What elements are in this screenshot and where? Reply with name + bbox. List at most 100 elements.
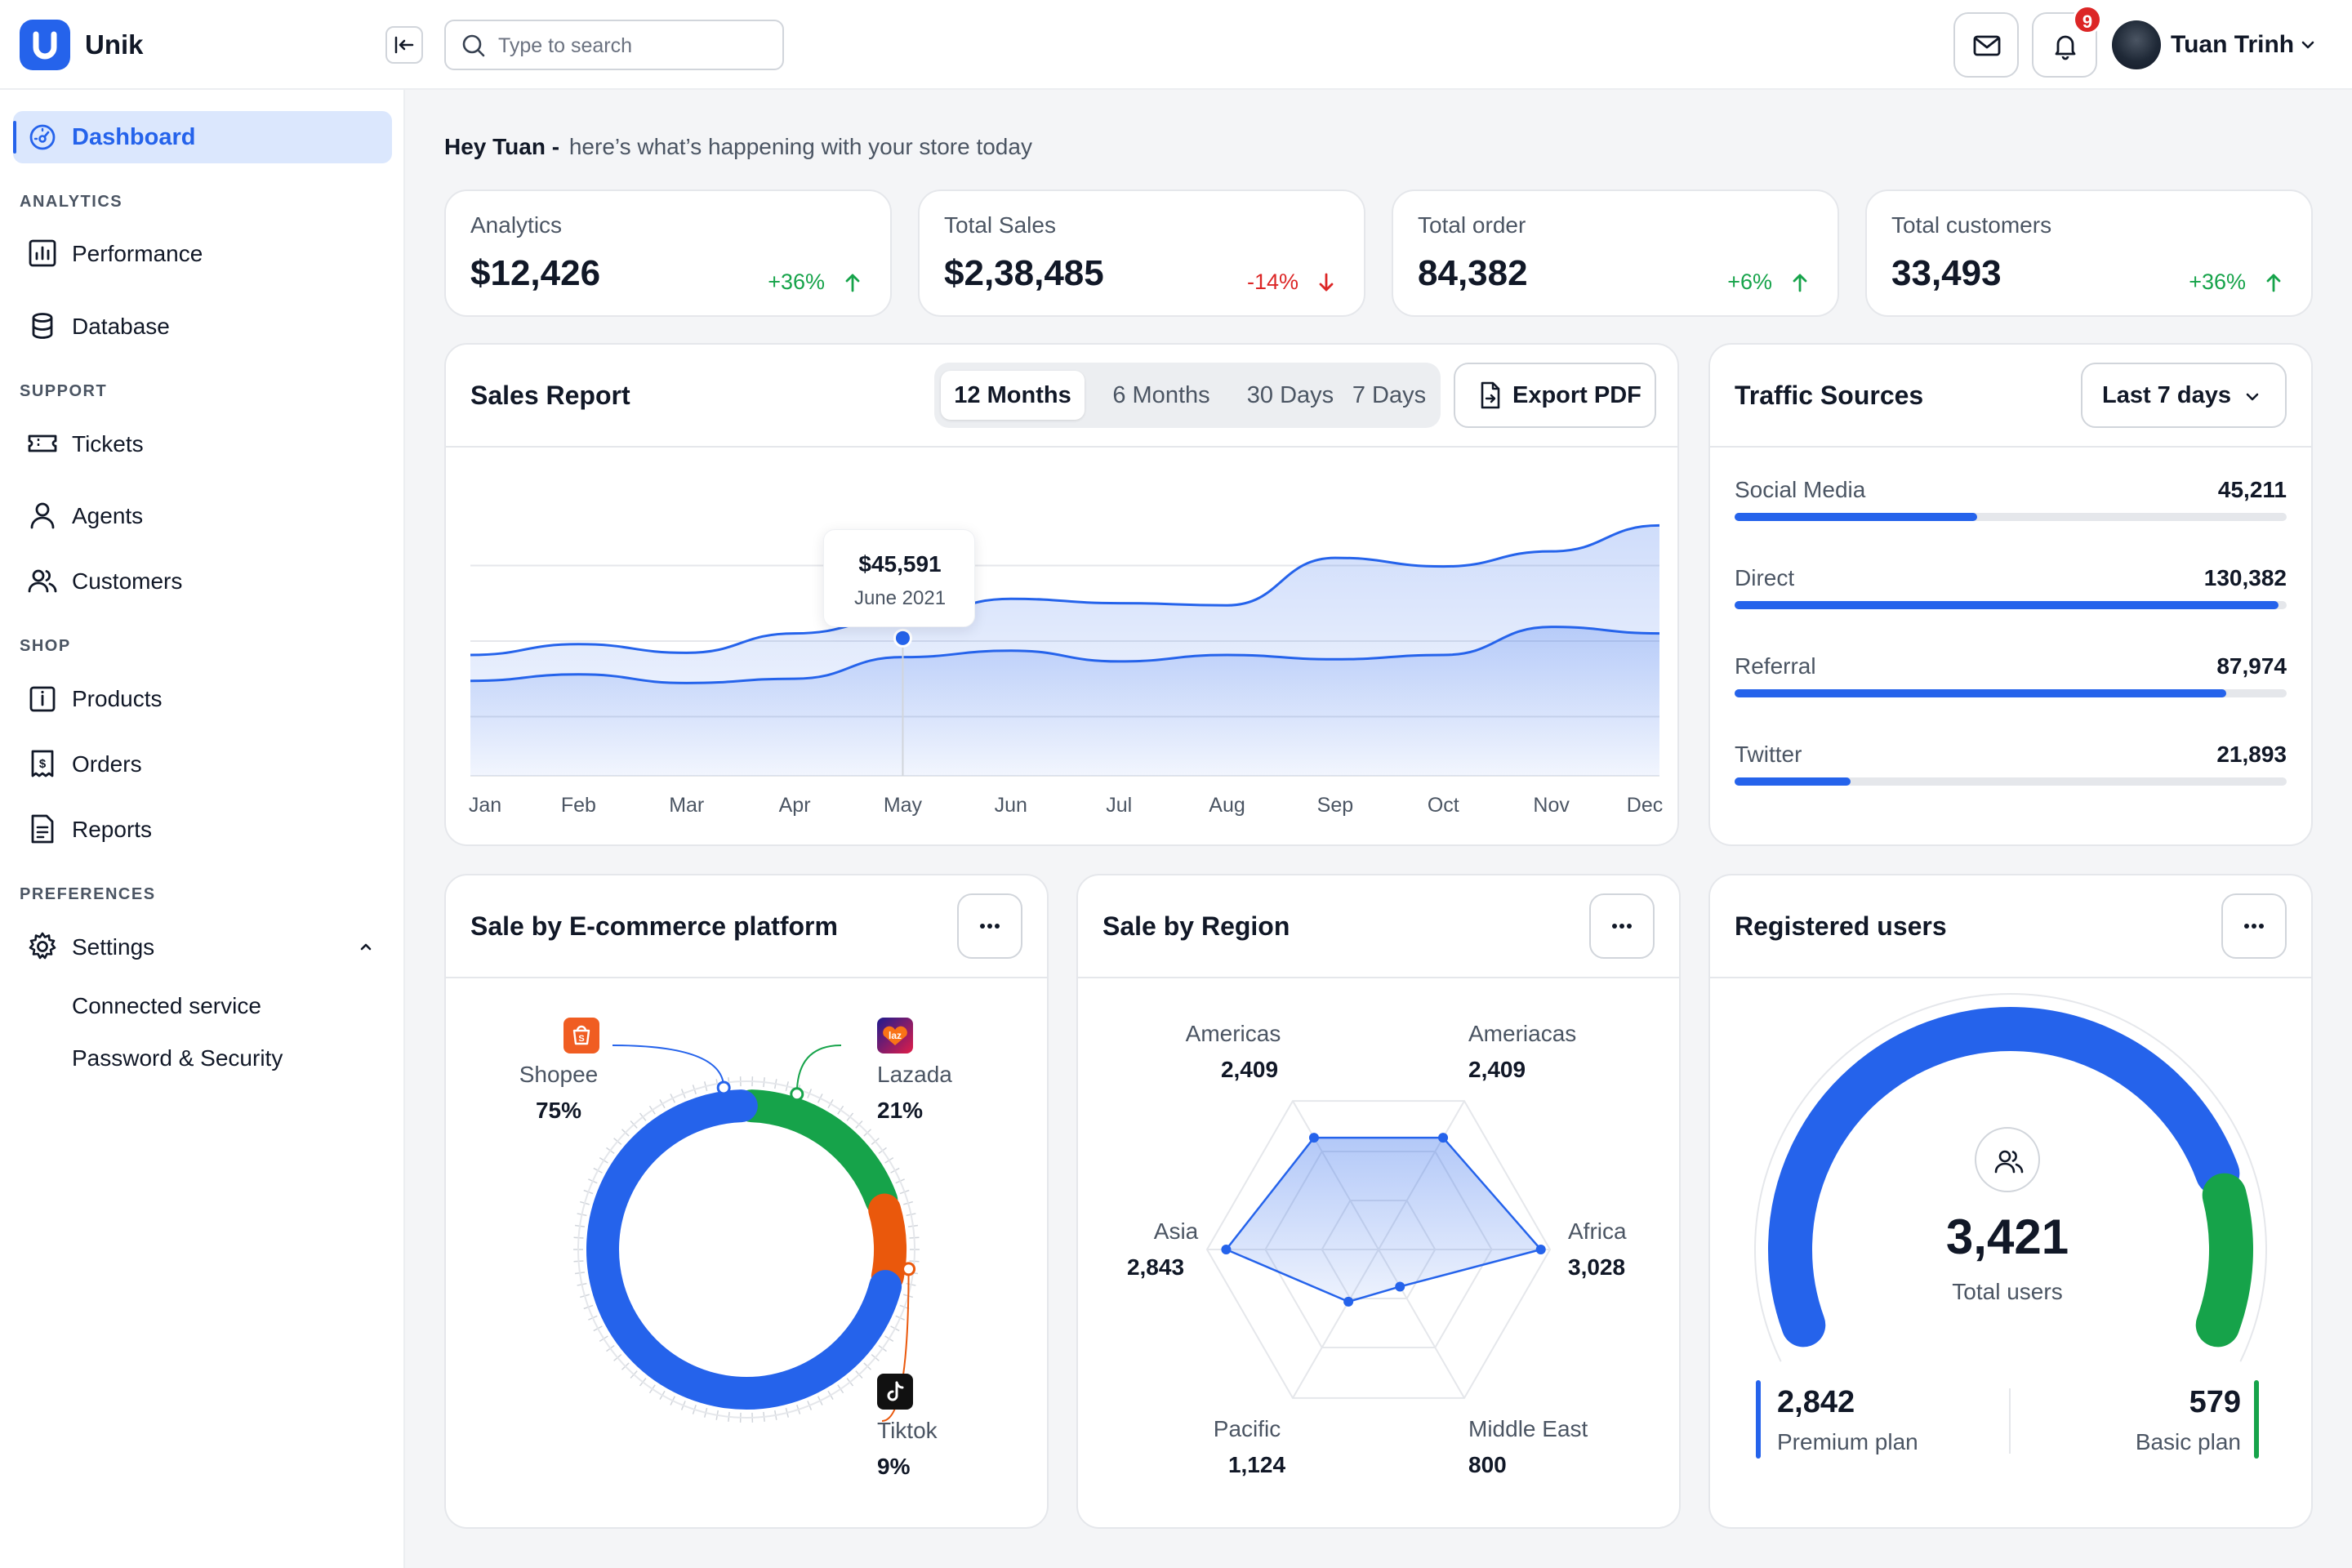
export-pdf-label: Export PDF bbox=[1512, 382, 1642, 408]
search-input[interactable] bbox=[498, 31, 768, 60]
sidebar-item-customers[interactable]: Customers bbox=[72, 568, 183, 594]
total-users-label: Total users bbox=[1952, 1279, 2063, 1304]
donut-slice-tiktok bbox=[868, 1193, 906, 1294]
lazada-leader-dot bbox=[790, 1087, 804, 1102]
file-export-icon bbox=[1481, 381, 1500, 409]
x-tick-label: Jul bbox=[1106, 794, 1132, 817]
tab-7-days[interactable]: 7 Days bbox=[1352, 382, 1427, 408]
region-value: 800 bbox=[1468, 1452, 1507, 1477]
users-icon bbox=[1975, 1127, 2040, 1192]
logo-icon bbox=[20, 20, 70, 70]
sidebar-item-agents[interactable]: Agents bbox=[72, 503, 144, 528]
gauge-basic-arc bbox=[2195, 1173, 2253, 1348]
region-value: 2,409 bbox=[1468, 1057, 1526, 1082]
sidebar-item-settings[interactable]: Settings bbox=[72, 934, 155, 960]
donut-slice-lazada bbox=[735, 1089, 898, 1217]
section-title-analytics: ANALYTICS bbox=[20, 193, 123, 211]
traffic-source-value: 87,974 bbox=[2216, 653, 2287, 679]
app-name: Unik bbox=[85, 29, 144, 60]
stat-change: -14% bbox=[1246, 270, 1298, 294]
traffic-source-label: Direct bbox=[1735, 565, 1795, 590]
region-name: Asia bbox=[1153, 1218, 1199, 1244]
region-name: Pacific bbox=[1213, 1416, 1281, 1441]
traffic-source-value: 45,211 bbox=[2217, 477, 2287, 502]
chevron-up-icon[interactable] bbox=[356, 938, 376, 957]
traffic-source-value: 130,382 bbox=[2203, 565, 2287, 590]
ticket-icon bbox=[28, 434, 57, 452]
sales-report-title: Sales Report bbox=[470, 381, 630, 410]
export-pdf-button[interactable]: Export PDF bbox=[1454, 363, 1656, 428]
stat-card-total-customers: Total customers 33,493 +36% bbox=[1865, 189, 2313, 317]
stat-label: Total order bbox=[1418, 212, 1526, 238]
product-icon bbox=[29, 686, 56, 712]
ecommerce-more-button[interactable] bbox=[957, 893, 1022, 959]
stat-change: +36% bbox=[2189, 270, 2246, 294]
arrow-down-icon bbox=[1319, 273, 1334, 292]
region-more-button[interactable] bbox=[1589, 893, 1655, 959]
sidebar-item-reports[interactable]: Reports bbox=[72, 817, 153, 842]
messages-button[interactable] bbox=[1953, 12, 2019, 78]
gauge-outline bbox=[1754, 993, 2267, 1362]
sidebar-subitem-password-security[interactable]: Password & Security bbox=[72, 1045, 283, 1071]
user-icon bbox=[30, 502, 55, 529]
tab-6-months[interactable]: 6 Months bbox=[1112, 382, 1210, 408]
series-area-2 bbox=[470, 626, 1659, 776]
sidebar-subitem-connected-service[interactable]: Connected service bbox=[72, 993, 261, 1018]
mail-icon bbox=[1973, 35, 2001, 56]
search-icon bbox=[462, 34, 485, 57]
ecommerce-donut-chart bbox=[573, 1045, 920, 1423]
sidebar-item-database[interactable]: Database bbox=[72, 314, 170, 339]
series-line-2 bbox=[470, 626, 1660, 684]
basic-indicator bbox=[2254, 1380, 2259, 1459]
chevron-down-icon[interactable] bbox=[2298, 35, 2318, 55]
stat-change: +36% bbox=[768, 270, 825, 294]
traffic-source-label: Social Media bbox=[1735, 477, 1866, 502]
premium-value: 2,842 bbox=[1777, 1385, 1855, 1419]
shopee-leader-line bbox=[612, 1045, 725, 1088]
sales-line-chart: Jan Feb Mar Apr May Jun Jul Aug Sep Oct Nov Dec bbox=[469, 523, 1663, 817]
tooltip-date: June 2021 bbox=[853, 587, 947, 609]
sidebar bbox=[0, 90, 405, 1568]
tooltip-value: $45,591 bbox=[858, 551, 942, 577]
tab-12-months[interactable]: 12 Months bbox=[941, 371, 1085, 420]
gauge-premium-arc bbox=[1767, 1006, 2240, 1348]
stat-label: Total Sales bbox=[944, 212, 1056, 238]
tab-30-days[interactable]: 30 Days bbox=[1246, 382, 1334, 408]
sidebar-item-tickets[interactable]: Tickets bbox=[72, 431, 144, 457]
traffic-source-label: Twitter bbox=[1735, 742, 1802, 767]
more-icon bbox=[980, 924, 1000, 929]
traffic-source-value: 21,893 bbox=[2216, 742, 2287, 767]
platform-pct: 9% bbox=[877, 1454, 911, 1479]
stat-value: $12,426 bbox=[470, 253, 601, 293]
sidebar-item-products[interactable]: Products bbox=[72, 686, 163, 711]
tiktok-icon bbox=[877, 1374, 913, 1410]
traffic-progress-bar bbox=[1735, 513, 2287, 521]
receipt-icon: $ bbox=[31, 750, 54, 777]
x-tick-label: Aug bbox=[1209, 794, 1245, 817]
avatar[interactable] bbox=[2112, 20, 2161, 69]
traffic-range-select[interactable]: Last 7 days bbox=[2081, 363, 2287, 428]
registered-more-button[interactable] bbox=[2221, 893, 2287, 959]
more-icon bbox=[2244, 924, 2264, 929]
sidebar-item-orders[interactable]: Orders bbox=[72, 751, 142, 777]
x-tick-label: Apr bbox=[779, 794, 811, 817]
traffic-progress-bar bbox=[1735, 689, 2287, 697]
platform-pct: 21% bbox=[877, 1098, 924, 1123]
svg-text:S: S bbox=[578, 1034, 584, 1044]
greeting-name: Hey Tuan - bbox=[444, 134, 560, 159]
collapse-sidebar-button[interactable] bbox=[385, 26, 423, 64]
highlight-point bbox=[893, 628, 912, 648]
active-indicator bbox=[13, 121, 16, 154]
greeting: Hey Tuan - here’s what’s happening with … bbox=[444, 134, 1032, 160]
chevron-down-icon bbox=[2246, 393, 2259, 401]
radar-point-6 bbox=[1221, 1245, 1232, 1254]
users-icon bbox=[28, 569, 57, 593]
stat-card-total-sales: Total Sales $2,38,485 -14% bbox=[918, 189, 1365, 317]
user-name[interactable]: Tuan Trinh bbox=[2171, 31, 2295, 58]
sidebar-item-performance[interactable]: Performance bbox=[72, 241, 203, 266]
platform-name: Tiktok bbox=[877, 1418, 938, 1443]
lazada-leader-line bbox=[795, 1045, 842, 1094]
database-icon bbox=[32, 313, 53, 339]
svg-text:$: $ bbox=[39, 757, 47, 771]
sidebar-item-dashboard[interactable]: Dashboard bbox=[13, 111, 392, 163]
